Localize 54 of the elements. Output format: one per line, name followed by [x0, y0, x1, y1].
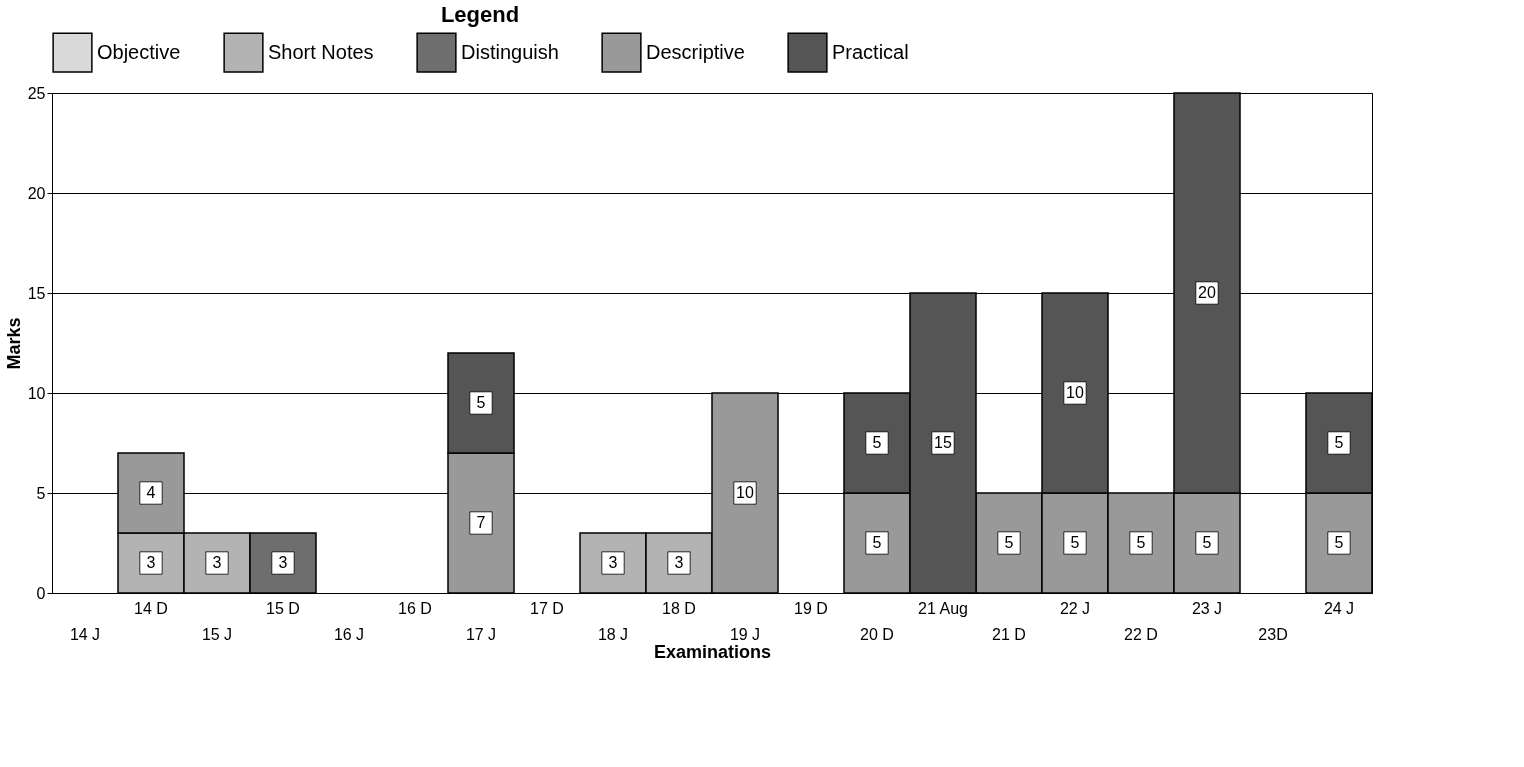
legend-label: Objective: [97, 40, 181, 63]
x-tick-label: 24 J: [1323, 600, 1355, 617]
x-tick-label: 22 D: [1124, 626, 1158, 643]
x-tick-label: 14 J: [69, 626, 101, 643]
y-tick-label: 20: [27, 184, 46, 202]
y-tick-label: 0: [36, 584, 46, 602]
x-tick-label: 16 D: [398, 600, 432, 617]
x-tick-label: 19 D: [794, 600, 828, 617]
legend-label: Practical: [832, 40, 909, 63]
y-tick-label: 10: [27, 384, 46, 402]
x-tick-label: 18 J: [597, 626, 629, 643]
data-label: 3: [278, 554, 288, 571]
data-label: 4: [146, 484, 156, 501]
x-tick-label: 21 D: [992, 626, 1026, 643]
data-label: 5: [872, 534, 882, 551]
x-tick-label: 16 J: [333, 626, 365, 643]
x-tick-label: 22 J: [1059, 600, 1091, 617]
x-tick-label: 21 Aug: [918, 600, 968, 617]
data-label: 5: [1202, 534, 1212, 551]
x-tick-label: 23 J: [1191, 600, 1223, 617]
legend-title: Legend: [440, 2, 520, 27]
y-axis-title: Marks: [3, 317, 24, 370]
data-label: 15: [934, 434, 952, 451]
data-label: 5: [872, 434, 882, 451]
legend-label: Descriptive: [646, 40, 745, 63]
data-label: 3: [212, 554, 222, 571]
x-tick-label: 23D: [1258, 626, 1288, 643]
x-tick-label: 15 J: [201, 626, 233, 643]
data-label: 7: [476, 514, 486, 531]
x-axis-title: Examinations: [653, 641, 772, 662]
data-label: 5: [1334, 534, 1344, 551]
legend-label: Short Notes: [268, 40, 374, 63]
y-tick-label: 25: [27, 84, 46, 102]
data-label: 5: [1004, 534, 1014, 551]
x-tick-label: 19 J: [729, 626, 761, 643]
x-tick-label: 17 D: [530, 600, 564, 617]
data-label: 10: [1066, 384, 1084, 401]
data-label: 5: [1070, 534, 1080, 551]
x-tick-label: 20 D: [860, 626, 894, 643]
y-tick-label: 15: [27, 284, 46, 302]
data-label: 5: [1334, 434, 1344, 451]
y-tick-label: 5: [36, 484, 46, 502]
data-label: 10: [736, 484, 754, 501]
x-tick-label: 14 D: [134, 600, 168, 617]
legend-label: Distinguish: [461, 40, 559, 63]
data-label: 3: [674, 554, 684, 571]
x-tick-label: 17 J: [465, 626, 497, 643]
data-label: 20: [1198, 284, 1216, 301]
x-tick-label: 15 D: [266, 600, 300, 617]
data-label: 5: [1136, 534, 1146, 551]
data-label: 5: [476, 394, 486, 411]
data-label: 3: [608, 554, 618, 571]
data-label: 3: [146, 554, 156, 571]
x-tick-label: 18 D: [662, 600, 696, 617]
